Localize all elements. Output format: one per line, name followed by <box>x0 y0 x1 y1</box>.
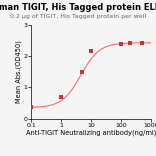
Text: 0.2 μg of TIGIT, His Tagged protein per well: 0.2 μg of TIGIT, His Tagged protein per … <box>10 14 146 19</box>
X-axis label: Anti-TIGIT Neutralizing antibody(ng/ml): Anti-TIGIT Neutralizing antibody(ng/ml) <box>26 129 156 136</box>
Y-axis label: Mean Abs.(OD450): Mean Abs.(OD450) <box>15 40 22 103</box>
Text: Human TIGIT, His Tagged protein ELISA: Human TIGIT, His Tagged protein ELISA <box>0 3 156 12</box>
